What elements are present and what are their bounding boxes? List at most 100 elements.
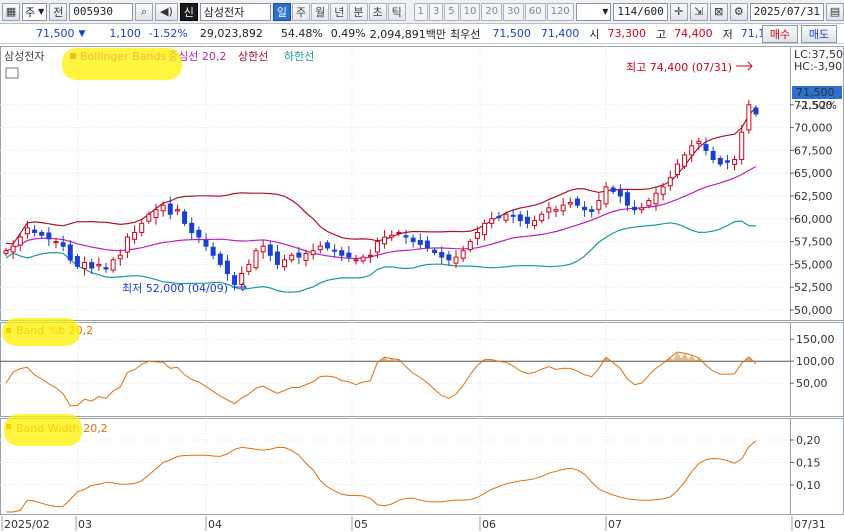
y-axis-label: 100,00 [796, 355, 835, 368]
candle-body [146, 213, 152, 222]
candle-body [660, 186, 666, 195]
y-axis-label: 0,10 [796, 479, 821, 492]
candle-body [96, 263, 102, 267]
stock-name-label: 삼성전자 [4, 50, 44, 63]
candle-body [310, 250, 316, 256]
period-tab[interactable]: 월 [311, 2, 330, 21]
arrow-right-icon [736, 61, 753, 71]
candle-body [239, 273, 245, 285]
period-tab[interactable]: 분 [349, 2, 368, 21]
interval-button[interactable]: 60 [524, 2, 546, 21]
candle-body [432, 249, 438, 254]
period-tab[interactable]: 초 [368, 2, 387, 21]
stock-chart[interactable]: 2025/02 03 04 05 06 07 07/31 72,500 70,000 67,500… [0, 44, 844, 532]
candle-body [389, 234, 395, 238]
candle-body [353, 259, 359, 262]
quote-bar: 71,500 ▼ 1,100 -1.52% 29,023,892 54.48% … [0, 24, 844, 44]
candle-body [510, 214, 516, 217]
current-price-tag: 71,500 [796, 86, 835, 99]
candle-body [553, 209, 559, 212]
gear-icon[interactable]: ⚙ [729, 2, 748, 21]
sell-button[interactable]: 매도 [801, 25, 837, 43]
table-icon [5, 67, 19, 79]
candle-body [124, 236, 130, 253]
date-field[interactable]: 2025/07/31 [749, 2, 824, 21]
period-tab[interactable]: 일 [272, 2, 292, 21]
period-tab[interactable]: 년 [330, 2, 349, 21]
candle-body [60, 242, 66, 247]
best-bid: 71,400 [540, 27, 580, 40]
chevron-down-icon: ▼ [38, 7, 45, 16]
mid-band-label: 중심선 20,2 [168, 50, 226, 63]
y-axis-label: 57,500 [794, 236, 833, 249]
candle-body [674, 163, 680, 175]
candle-body [153, 209, 159, 219]
candle-body [460, 250, 466, 259]
candle-body [224, 260, 230, 275]
candle-body [274, 251, 280, 265]
candle-body [139, 222, 145, 233]
candle-body [174, 209, 180, 212]
chart-tool-icon[interactable]: ⇲ [689, 2, 708, 21]
interval-button[interactable]: 30 [503, 2, 524, 21]
interval-select[interactable]: ▼ [575, 2, 612, 21]
candle-body [489, 218, 495, 224]
candle-body [639, 207, 645, 211]
interval-button[interactable]: 3 [428, 2, 444, 21]
scale-icon[interactable]: ⊠ [709, 2, 728, 21]
candle-body [3, 250, 9, 254]
candle-body [39, 231, 45, 236]
chevron-down-icon: ▼ [602, 7, 609, 16]
candle-body [103, 267, 109, 270]
candle-body [717, 157, 723, 165]
band-width-line [6, 440, 757, 513]
candle-body [596, 200, 602, 210]
sound-icon[interactable]: ◀) [155, 2, 178, 21]
x-axis-label: 2025/02 [4, 518, 50, 531]
x-axis-label: 07/31 [794, 518, 826, 531]
candle-body [53, 241, 59, 244]
period-tab[interactable]: 틱 [387, 2, 406, 21]
x-axis-label: 04 [208, 518, 222, 531]
stock-code-input[interactable]: 005930 [69, 2, 134, 21]
interval-button[interactable]: 120 [546, 2, 574, 21]
candle-body [653, 192, 659, 205]
bar-count-field[interactable]: 114/600 [613, 2, 668, 21]
candle-body [546, 207, 552, 213]
volume-ratio: 54.48% [280, 27, 323, 40]
interval-button[interactable]: 20 [481, 2, 503, 21]
interval-button[interactable]: 10 [459, 2, 481, 21]
price-change-pct: -1.52% [148, 27, 188, 40]
candle-body [589, 209, 595, 213]
best-ask: 71,500 [492, 27, 531, 40]
candle-body [317, 245, 323, 251]
candle-body [410, 237, 416, 243]
credit-badge: 신 [179, 2, 198, 21]
crosshair-icon[interactable]: ✛ [669, 2, 688, 21]
candle-body [182, 211, 188, 224]
candle-body [324, 242, 330, 249]
best-quote-label: 최우선 [449, 27, 481, 41]
search-icon[interactable]: ⌕ [135, 2, 154, 21]
calendar-icon[interactable]: ▤ [826, 2, 844, 21]
buy-button[interactable]: 매수 [762, 25, 798, 43]
candle-body [567, 201, 573, 205]
candle-body [582, 206, 588, 211]
candle-body [560, 204, 566, 212]
interval-buttons: 1 3 5 10 20 30 60 120 [413, 2, 574, 21]
candle-body [282, 259, 288, 268]
panel-frame [0, 418, 844, 515]
grid-icon[interactable]: ▦ [2, 2, 20, 21]
jeon-button[interactable]: 전 [49, 2, 68, 21]
interval-button[interactable]: 5 [444, 2, 459, 21]
current-pct-tag: -1.52% [798, 99, 837, 112]
high-label: 고 [655, 27, 667, 41]
period-tab[interactable]: 주 [292, 2, 311, 21]
volume: 29,023,892 [199, 27, 263, 40]
interval-button[interactable]: 1 [413, 2, 428, 21]
candle-body [689, 145, 695, 156]
high-price: 74,400 [674, 27, 713, 40]
market-select[interactable]: 주 ▼ [22, 2, 48, 21]
